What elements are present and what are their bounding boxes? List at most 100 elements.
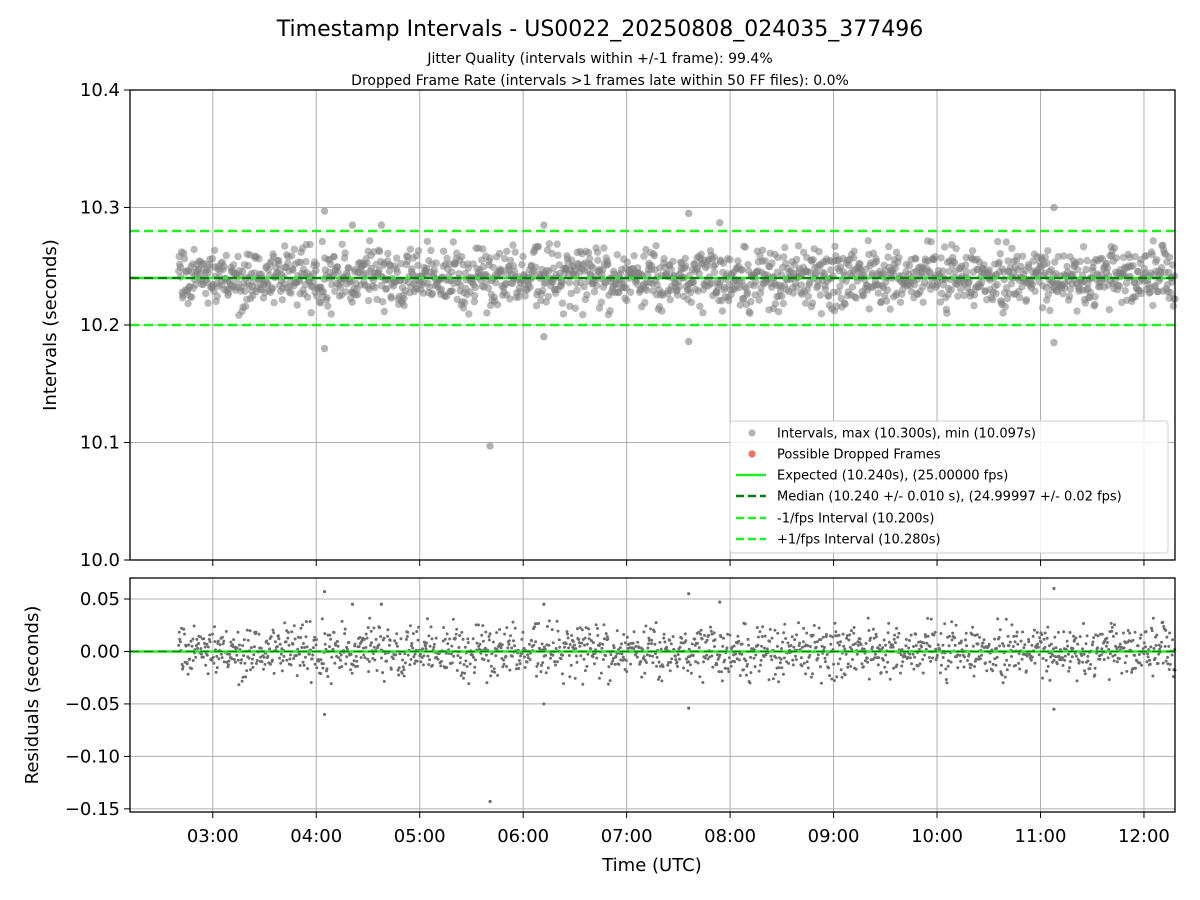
residual-point bbox=[618, 646, 622, 650]
residual-point bbox=[1039, 640, 1043, 644]
interval-point bbox=[1091, 300, 1099, 309]
residual-point bbox=[1010, 623, 1014, 627]
interval-point bbox=[309, 278, 317, 286]
residual-point bbox=[551, 641, 555, 645]
legend-entry-median: Median (10.240 +/- 0.010 s), (24.99997 +… bbox=[736, 490, 1122, 505]
interval-point bbox=[509, 262, 518, 270]
interval-point bbox=[650, 252, 658, 260]
residual-point bbox=[832, 662, 836, 666]
residual-point bbox=[448, 637, 452, 641]
residual-point bbox=[299, 636, 303, 640]
interval-point bbox=[448, 287, 456, 295]
residual-point bbox=[729, 664, 733, 668]
residual-point bbox=[268, 647, 272, 651]
residual-point bbox=[976, 642, 980, 646]
residual-point bbox=[336, 644, 340, 648]
residual-point bbox=[736, 634, 740, 638]
residual-point bbox=[1118, 657, 1121, 661]
residual-point bbox=[959, 639, 963, 643]
residual-point bbox=[1052, 647, 1055, 651]
residual-point bbox=[381, 671, 385, 675]
residual-point bbox=[1099, 653, 1103, 657]
interval-point bbox=[797, 281, 806, 289]
residual-point bbox=[676, 653, 680, 656]
interval-point bbox=[999, 309, 1007, 317]
residual-point bbox=[836, 662, 840, 666]
residual-point bbox=[993, 637, 997, 641]
residual-point bbox=[386, 628, 390, 632]
interval-point bbox=[307, 309, 315, 317]
interval-point bbox=[327, 260, 335, 268]
residual-point bbox=[773, 672, 777, 676]
interval-point bbox=[985, 266, 993, 274]
residuals-points bbox=[177, 586, 1177, 804]
intervals-ytick-label-2: 10.2 bbox=[80, 315, 120, 336]
xtick-label-8: 11:00 bbox=[1015, 826, 1067, 847]
residual-point bbox=[269, 635, 273, 639]
residual-point bbox=[544, 671, 548, 675]
residual-point bbox=[1115, 660, 1119, 664]
residual-point bbox=[1061, 664, 1065, 667]
interval-point bbox=[387, 294, 395, 302]
residual-point bbox=[608, 679, 612, 683]
interval-point bbox=[521, 292, 529, 300]
interval-point bbox=[423, 237, 432, 246]
interval-point bbox=[558, 299, 567, 307]
residual-point bbox=[819, 638, 823, 641]
residual-point bbox=[1162, 625, 1166, 628]
residual-point bbox=[333, 661, 337, 665]
interval-point bbox=[623, 296, 631, 305]
residual-point bbox=[533, 625, 536, 629]
residual-point bbox=[1002, 644, 1006, 648]
interval-point bbox=[1121, 287, 1129, 295]
legend-label-expected: Expected (10.240s), (25.00000 fps) bbox=[777, 469, 1008, 484]
residual-point bbox=[242, 654, 246, 658]
residual-point bbox=[393, 639, 397, 643]
residual-point bbox=[321, 666, 325, 670]
residual-point bbox=[643, 658, 647, 662]
residual-point bbox=[921, 657, 925, 661]
residual-point bbox=[255, 659, 259, 662]
residual-point bbox=[935, 655, 939, 659]
residual-point bbox=[575, 660, 579, 664]
residual-point bbox=[556, 629, 560, 633]
residuals-ytick-label-2: −0.05 bbox=[65, 694, 120, 715]
interval-point bbox=[1091, 293, 1099, 301]
residual-point bbox=[827, 666, 831, 670]
residual-point bbox=[839, 640, 843, 644]
residual-point bbox=[1041, 657, 1045, 660]
residual-point bbox=[895, 626, 898, 630]
interval-point bbox=[495, 249, 504, 258]
residual-point bbox=[426, 654, 430, 658]
residual-point bbox=[201, 655, 205, 659]
residual-point bbox=[271, 658, 274, 662]
residual-point bbox=[1100, 632, 1104, 636]
residual-point bbox=[480, 633, 484, 637]
interval-point bbox=[593, 281, 601, 290]
interval-point bbox=[824, 292, 833, 301]
interval-point bbox=[597, 298, 606, 306]
residual-point bbox=[489, 674, 493, 678]
residual-point bbox=[591, 655, 595, 659]
residual-point bbox=[802, 626, 806, 630]
residual-point bbox=[554, 663, 557, 667]
residual-point bbox=[366, 626, 370, 630]
residual-point bbox=[790, 635, 794, 639]
residual-point bbox=[214, 670, 218, 674]
residual-point bbox=[987, 642, 991, 646]
residual-point bbox=[422, 654, 426, 658]
residual-point bbox=[780, 666, 784, 670]
residual-point bbox=[283, 621, 287, 625]
residual-point bbox=[845, 636, 849, 640]
residual-point bbox=[1137, 653, 1141, 656]
residual-point bbox=[553, 660, 557, 664]
residual-point bbox=[315, 638, 318, 642]
residual-point bbox=[311, 646, 315, 650]
residual-point bbox=[668, 638, 672, 642]
residual-point bbox=[820, 644, 824, 648]
residual-point bbox=[649, 627, 653, 631]
interval-point bbox=[498, 266, 506, 275]
residual-point bbox=[347, 641, 351, 644]
residual-point bbox=[566, 632, 569, 636]
residual-point bbox=[1068, 666, 1071, 670]
